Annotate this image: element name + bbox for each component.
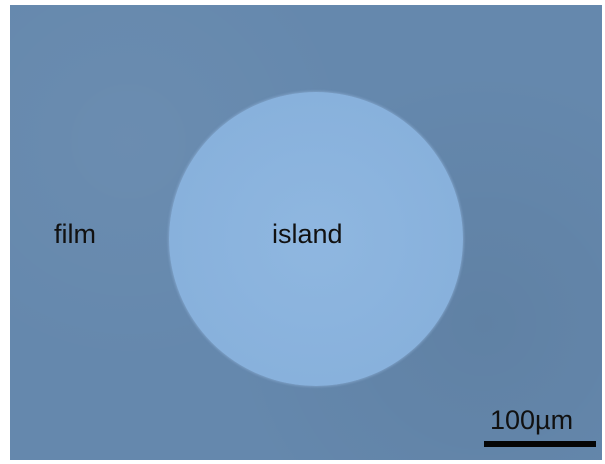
film-label: film (54, 219, 96, 249)
micrograph: film island 100µm (10, 5, 602, 460)
island-disc (169, 92, 463, 386)
island-label: island (272, 219, 343, 249)
scale-bar (484, 441, 596, 447)
scale-bar-label: 100µm (490, 405, 574, 435)
